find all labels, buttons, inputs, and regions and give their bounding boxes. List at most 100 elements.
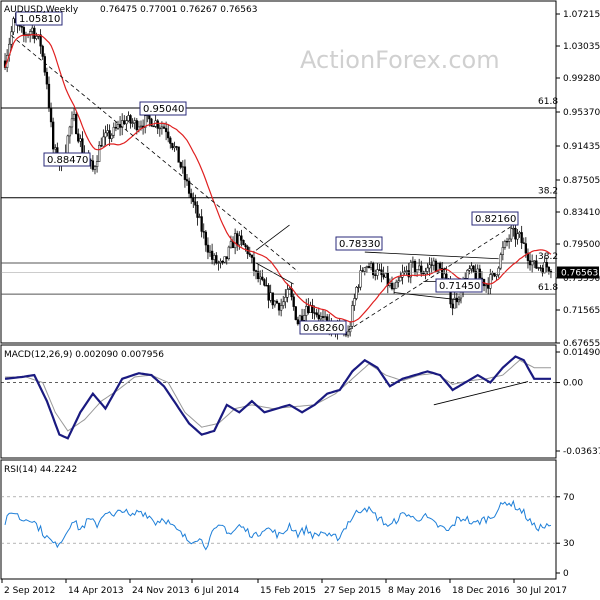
candle bbox=[386, 265, 389, 294]
annotation-label: 0.78330 bbox=[339, 239, 380, 250]
candle bbox=[221, 260, 224, 265]
candle bbox=[171, 142, 174, 151]
candle bbox=[123, 115, 126, 126]
candle bbox=[436, 262, 440, 274]
candle bbox=[495, 274, 498, 281]
candle bbox=[121, 113, 124, 136]
channel-line bbox=[255, 262, 294, 285]
y-tick-label: 0.79500 bbox=[563, 240, 600, 250]
candle bbox=[351, 300, 354, 329]
rsi-y-tick-label: 0 bbox=[563, 569, 569, 579]
candle bbox=[361, 267, 364, 273]
candle bbox=[75, 112, 78, 135]
candle bbox=[305, 298, 308, 323]
candle bbox=[108, 124, 111, 147]
candle bbox=[543, 255, 546, 274]
price-annotation: 0.88470 bbox=[43, 152, 91, 167]
channel-line bbox=[364, 251, 499, 260]
candle bbox=[77, 128, 80, 144]
candle bbox=[150, 117, 153, 127]
y-tick-label: 0.91435 bbox=[563, 142, 600, 152]
candle bbox=[24, 31, 28, 43]
candle bbox=[503, 239, 507, 250]
candle bbox=[52, 117, 55, 155]
candle bbox=[277, 302, 281, 316]
candle bbox=[263, 278, 266, 287]
candle bbox=[190, 188, 193, 204]
candle bbox=[81, 131, 84, 155]
candle bbox=[493, 272, 496, 278]
candle bbox=[91, 155, 95, 172]
rsi-y-tick-label: 30 bbox=[563, 539, 575, 549]
candle bbox=[526, 248, 530, 269]
candle bbox=[156, 119, 159, 135]
candle bbox=[35, 32, 38, 41]
candle bbox=[279, 298, 283, 317]
candle bbox=[273, 299, 277, 308]
candle bbox=[269, 284, 272, 303]
y-tick-label: 1.07215 bbox=[563, 10, 600, 20]
candle bbox=[307, 298, 310, 315]
candle bbox=[434, 258, 438, 272]
candle bbox=[455, 292, 458, 309]
candle bbox=[382, 266, 385, 280]
candle bbox=[472, 265, 475, 273]
x-tick-label: 8 May 2016 bbox=[388, 586, 441, 596]
candle bbox=[384, 272, 387, 278]
annotation-label: 1.05810 bbox=[19, 14, 60, 25]
y-tick-label: 0.95370 bbox=[563, 108, 600, 118]
candle bbox=[177, 146, 180, 163]
y-tick-label: 0.99280 bbox=[563, 74, 600, 84]
rsi-title: RSI(14) 44.2242 bbox=[4, 465, 77, 475]
candle bbox=[376, 263, 379, 280]
candle bbox=[114, 121, 118, 132]
price-panel-frame bbox=[0, 0, 557, 344]
candle bbox=[12, 16, 15, 36]
price-annotation: 0.68260 bbox=[299, 320, 347, 335]
candle bbox=[223, 256, 226, 264]
candle bbox=[430, 257, 433, 274]
channel-line bbox=[394, 292, 462, 301]
candle bbox=[353, 293, 356, 311]
candle bbox=[206, 237, 210, 260]
candle bbox=[453, 291, 456, 309]
candle bbox=[192, 192, 195, 208]
candle bbox=[478, 264, 481, 279]
candle bbox=[261, 269, 264, 282]
candle bbox=[374, 269, 377, 281]
macd-panel-frame bbox=[0, 344, 557, 459]
candle bbox=[254, 269, 258, 280]
x-tick-label: 15 Feb 2015 bbox=[260, 586, 316, 596]
candle bbox=[282, 295, 285, 309]
candle bbox=[219, 258, 222, 269]
macd-y-tick-label: 0.00 bbox=[563, 379, 583, 389]
annotation-label: 0.71450 bbox=[439, 281, 480, 292]
macd-line bbox=[4, 355, 551, 440]
candle bbox=[275, 299, 279, 304]
candle bbox=[346, 325, 350, 338]
candle bbox=[372, 261, 375, 279]
current-price-tag bbox=[557, 266, 599, 279]
candle bbox=[233, 228, 237, 255]
candle bbox=[405, 265, 408, 276]
candle bbox=[545, 257, 548, 273]
candle bbox=[179, 161, 182, 170]
price-annotation: 0.78330 bbox=[335, 236, 383, 251]
candle bbox=[72, 107, 76, 122]
candle bbox=[392, 282, 396, 294]
candle bbox=[104, 125, 107, 146]
candle bbox=[100, 137, 103, 148]
current-price-label: 0.76563 bbox=[561, 268, 598, 278]
candle bbox=[533, 260, 536, 269]
candle bbox=[516, 229, 519, 245]
candle bbox=[409, 259, 412, 284]
candle bbox=[530, 254, 534, 273]
candle bbox=[363, 267, 366, 276]
y-tick-label: 0.83410 bbox=[563, 208, 600, 218]
price-annotations: 1.05810 0.95040 0.88470 0.78330 0.82160 0.682… bbox=[15, 11, 519, 335]
candle bbox=[407, 263, 410, 283]
y-tick-label: 0.75590 bbox=[563, 274, 600, 284]
candle bbox=[68, 125, 72, 144]
watermark: ActionForex.com bbox=[300, 46, 500, 74]
candle bbox=[183, 159, 187, 188]
